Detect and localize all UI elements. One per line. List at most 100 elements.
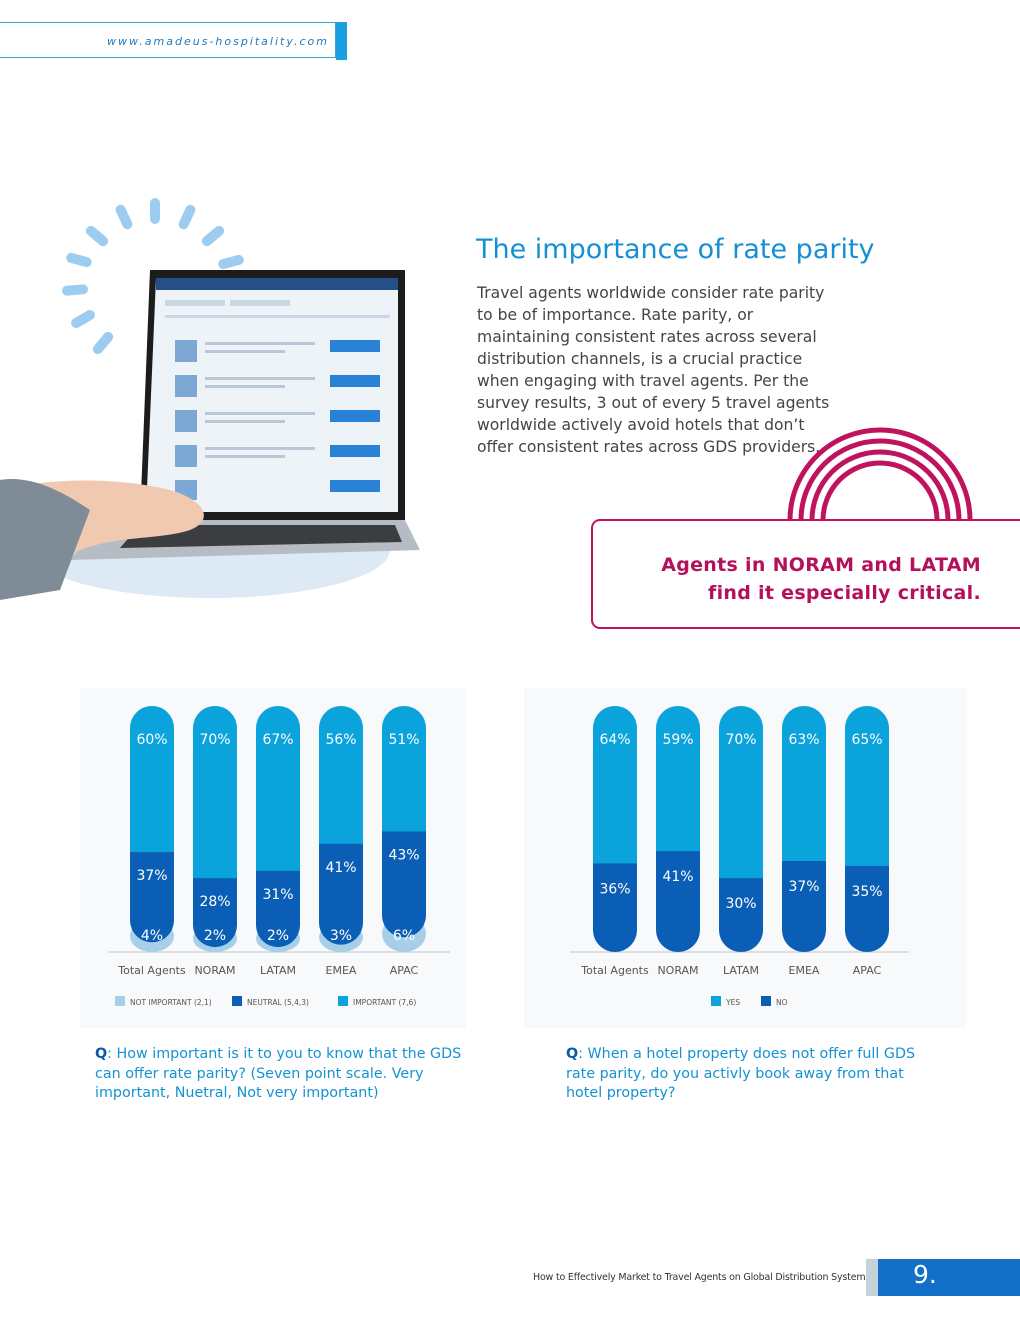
data-label: 43% bbox=[388, 847, 419, 863]
bar-segment bbox=[593, 706, 637, 864]
legend-swatch bbox=[761, 996, 771, 1006]
data-label: 6% bbox=[393, 928, 415, 944]
section-title: The importance of rate parity bbox=[476, 234, 875, 265]
chart-importance-panel: 4% 37% 60% Total Agents 2% 28% 70% NORAM 2% 31% 67… bbox=[80, 688, 466, 1028]
bar-segment bbox=[782, 838, 826, 952]
bar-group bbox=[782, 706, 826, 952]
data-label: 56% bbox=[325, 732, 356, 748]
header-accent-bar bbox=[336, 22, 347, 60]
data-label: 2% bbox=[204, 928, 226, 944]
bar-segment bbox=[319, 706, 363, 844]
question-2: Q: When a hotel property does not offer … bbox=[566, 1045, 938, 1104]
category-label: NORAM bbox=[657, 964, 698, 977]
chart-book-away-panel: 36% 64% Total Agents 41% 59% NORAM 30% 70% LATAM… bbox=[524, 688, 966, 1028]
data-label: 64% bbox=[599, 732, 630, 748]
header-url-box bbox=[0, 22, 336, 58]
bar-segment bbox=[719, 706, 763, 879]
question-1-text: : How important is it to you to know tha… bbox=[95, 1046, 462, 1101]
footer-page-bar bbox=[878, 1259, 1020, 1296]
data-label: 60% bbox=[136, 732, 167, 748]
legend-swatch bbox=[115, 996, 125, 1006]
laptop-illustration bbox=[0, 190, 510, 610]
bar-segment bbox=[382, 706, 426, 832]
callout-text: Agents in NORAM and LATAM find it especi… bbox=[661, 551, 981, 607]
callout-line-2: find it especially critical. bbox=[708, 582, 981, 604]
bar-group bbox=[256, 706, 300, 952]
decorative-arcs bbox=[787, 427, 973, 520]
bar-group bbox=[382, 706, 426, 952]
data-label: 70% bbox=[199, 732, 230, 748]
bar-segment bbox=[845, 706, 889, 866]
bar-segment bbox=[845, 843, 889, 952]
bar-group bbox=[656, 706, 700, 952]
footer-title: How to Effectively Market to Travel Agen… bbox=[533, 1272, 871, 1283]
page-number: 9. bbox=[913, 1260, 937, 1289]
data-label: 63% bbox=[788, 732, 819, 748]
callout-line-1: Agents in NORAM and LATAM bbox=[661, 554, 981, 576]
bar-group bbox=[593, 706, 637, 952]
category-label: Total Agents bbox=[117, 964, 186, 977]
category-label: Total Agents bbox=[580, 964, 649, 977]
bar-segment bbox=[130, 706, 174, 853]
data-label: 2% bbox=[267, 928, 289, 944]
question-2-label: Q bbox=[566, 1046, 579, 1062]
legend-swatch bbox=[711, 996, 721, 1006]
bar-segment bbox=[782, 706, 826, 861]
bar-segment bbox=[256, 848, 300, 948]
legend-label: NO bbox=[776, 998, 788, 1007]
loading-spinner-icon bbox=[62, 198, 244, 355]
data-label: 31% bbox=[262, 887, 293, 903]
category-label: NORAM bbox=[194, 964, 235, 977]
bar-group bbox=[319, 706, 363, 952]
callout-box: Agents in NORAM and LATAM find it especi… bbox=[591, 519, 1020, 629]
question-1: Q: How important is it to you to know th… bbox=[95, 1045, 480, 1104]
bar-segment bbox=[656, 706, 700, 852]
data-label: 37% bbox=[788, 879, 819, 895]
section-body: Travel agents worldwide consider rate pa… bbox=[477, 284, 830, 456]
data-label: 41% bbox=[662, 869, 693, 885]
data-label: 4% bbox=[141, 928, 163, 944]
legend-label: NOT IMPORTANT (2,1) bbox=[130, 998, 212, 1007]
question-1-label: Q bbox=[95, 1046, 108, 1062]
chart-book-away: 36% 64% Total Agents 41% 59% NORAM 30% 70% LATAM… bbox=[570, 706, 909, 1007]
data-label: 51% bbox=[388, 732, 419, 748]
bar-segment bbox=[382, 809, 426, 938]
bar-segment bbox=[130, 830, 174, 943]
data-label: 28% bbox=[199, 894, 230, 910]
data-label: 70% bbox=[725, 732, 756, 748]
question-2-text: : When a hotel property does not offer f… bbox=[566, 1046, 916, 1101]
bar-group bbox=[193, 706, 237, 952]
legend-label: IMPORTANT (7,6) bbox=[353, 998, 416, 1007]
bar-group bbox=[130, 706, 174, 952]
category-label: APAC bbox=[853, 964, 882, 977]
data-label: 59% bbox=[662, 732, 693, 748]
legend-label: YES bbox=[725, 998, 740, 1007]
bar-group bbox=[845, 706, 889, 952]
category-label: APAC bbox=[390, 964, 419, 977]
data-label: 3% bbox=[330, 928, 352, 944]
data-label: 67% bbox=[262, 732, 293, 748]
category-label: EMEA bbox=[326, 964, 357, 977]
data-label: 35% bbox=[851, 884, 882, 900]
bar-segment bbox=[256, 706, 300, 871]
legend-swatch bbox=[232, 996, 242, 1006]
bar-segment bbox=[193, 856, 237, 948]
bar-segment bbox=[193, 706, 237, 879]
bar-segment bbox=[656, 829, 700, 952]
category-label: LATAM bbox=[723, 964, 759, 977]
header-url[interactable]: www.amadeus-hospitality.com bbox=[107, 35, 329, 48]
bar-segment bbox=[319, 821, 363, 945]
legend-swatch bbox=[338, 996, 348, 1006]
data-label: 30% bbox=[725, 896, 756, 912]
footer-accent bbox=[866, 1259, 878, 1296]
bar-segment bbox=[593, 841, 637, 952]
data-label: 37% bbox=[136, 868, 167, 884]
chart-importance: 4% 37% 60% Total Agents 2% 28% 70% NORAM 2% 31% 67… bbox=[108, 706, 450, 1007]
category-label: EMEA bbox=[789, 964, 820, 977]
legend-label: NEUTRAL (5,4,3) bbox=[247, 998, 309, 1007]
bar-segment bbox=[719, 856, 763, 952]
data-label: 65% bbox=[851, 732, 882, 748]
category-label: LATAM bbox=[260, 964, 296, 977]
data-label: 41% bbox=[325, 860, 356, 876]
bar-group bbox=[719, 706, 763, 952]
